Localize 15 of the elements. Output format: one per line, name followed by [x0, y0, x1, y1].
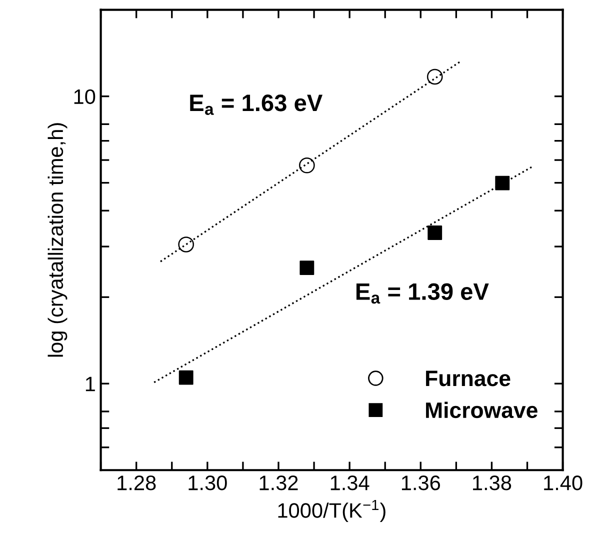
annotation: E$_{a}$ = 1.63 eV [190, 94, 323, 115]
annotation: E$_{a}$ = 1.39 eV [356, 283, 489, 304]
x-tick-label: 1.30 [188, 476, 227, 490]
x-tick-label: 1.34 [330, 476, 370, 490]
legend-label: Microwave [426, 402, 538, 418]
x-tick-label: 1.38 [473, 476, 512, 490]
x-tick-label: 1.32 [260, 476, 298, 490]
y-tick-label: 1 [86, 376, 95, 392]
x-axis-title: 1000/T(K$^{−1}$) [278, 500, 386, 522]
x-tick-label: 1.40 [544, 476, 582, 490]
y-axis-title: log (cryatallization time,h) [48, 123, 68, 357]
y-tick-label: 10 [74, 89, 96, 104]
legend-label: Furnace [426, 370, 510, 386]
x-tick-label: 1.28 [118, 476, 156, 490]
x-tick-label: 1.36 [402, 476, 440, 490]
